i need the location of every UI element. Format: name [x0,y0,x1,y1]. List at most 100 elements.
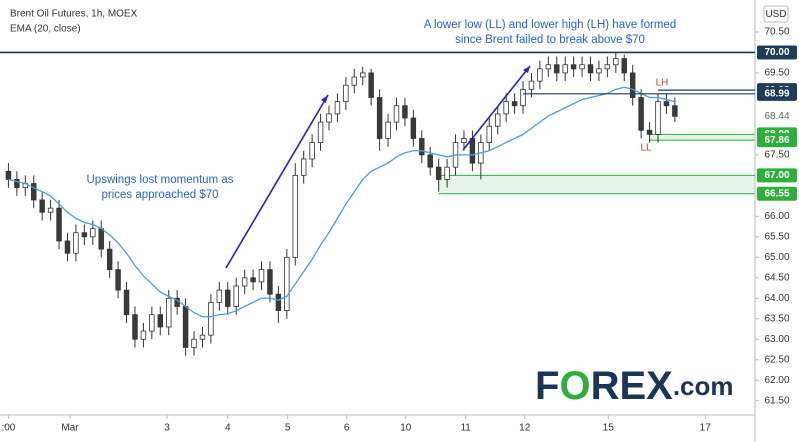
y-tick-label: 63.50 [764,313,789,324]
candle-body [233,285,239,307]
annotation: A lower low (LL) and lower high (LH) hav… [424,19,676,31]
zones [438,133,755,195]
candle-body [284,256,290,311]
arrow-head [523,66,530,73]
candle-body [317,121,324,143]
candle-body [579,64,585,70]
candle-body [90,228,96,238]
candle-body [300,158,307,176]
candle-body [14,179,20,189]
annotation: Upswings lost momentum as [87,174,234,186]
candle-body [98,228,104,250]
candle-body [545,64,552,70]
candle-body [494,113,501,127]
x-tick-label: 12 [519,423,531,434]
candle-body [326,113,332,123]
level-box [757,133,797,148]
candle-body [191,338,197,348]
candle-body [199,334,206,340]
candle-body [292,174,298,258]
x-tick-label: 6 [344,423,350,434]
ll-label: LL [640,143,652,154]
level-box [757,168,797,183]
level-box [757,186,797,201]
candle-body [132,314,138,340]
candle-body [638,97,644,131]
candle-body [351,76,358,86]
candle-body [225,289,231,307]
candle-body [157,314,163,328]
x-tick-label: 11 [460,423,471,434]
candle-body [47,207,54,213]
candle-body [562,64,568,74]
y-tick-label: 63.00 [764,334,789,345]
candle-body [435,166,442,180]
candle-body [587,64,594,74]
candle-body [385,121,391,139]
candle-body [106,248,113,270]
candle-body [596,68,602,74]
candle-body [419,138,425,156]
x-tick-label: 10 [400,423,412,434]
candle-body [334,101,341,115]
arrow-head [321,95,328,103]
candle-body [604,64,611,70]
candle-body [31,183,37,201]
chart-subtitle: EMA (20, close) [10,24,81,35]
candle-body [115,269,121,291]
y-tick-label: 62.50 [764,354,789,365]
zone [649,134,755,141]
zone-label: 67.00 [764,170,789,181]
candle-body [528,80,535,90]
candle-body [520,88,526,107]
candle-body [267,269,273,295]
logo: FOREX.com [535,364,734,408]
chart-title: Brent Oil Futures, 1h, MOEX [10,9,138,20]
level-box [757,45,797,60]
candle-body [165,297,172,328]
y-tick-label: 69.50 [764,68,789,79]
candle-body [216,289,223,303]
y-tick-label: 64.50 [764,272,789,283]
trend-arrow [225,94,329,269]
candle-body [663,101,670,107]
y-tick-label: 65.00 [764,252,789,263]
candle-body [621,58,627,74]
candle-body [486,125,492,143]
candle-body [469,138,476,164]
x-tick-label: 15 [603,423,615,434]
candle-body [208,301,214,336]
plot [5,52,678,356]
candle-body [140,330,147,340]
x-tick-label: 5 [285,423,291,434]
x-tick-label: 17 [700,423,712,434]
lh-label: LH [656,78,669,89]
y-tick-label: 70.50 [764,27,789,38]
currency-box [763,5,789,23]
x-tick-label: Mar [61,423,79,434]
candle-body [39,199,45,213]
y-tick-label: 61.50 [764,395,789,406]
y-tick-label: 62.00 [764,375,789,386]
candle-body [672,105,678,117]
annotation: since Brent failed to break above $70 [455,34,645,46]
trend-arrow [462,65,531,151]
candle-body [56,207,62,242]
candle-body [393,105,400,123]
candle-body [511,101,518,107]
zone-label: 66.55 [764,188,789,199]
candle-body [444,166,450,180]
y-tick-label: 65.50 [764,231,789,242]
y-tick-label: 66.00 [764,211,789,222]
zone-label: 67.86 [764,135,789,146]
candle-body [5,170,12,180]
y-tick-label: 67.50 [764,150,789,161]
candle-body [258,269,265,283]
currency: USD [765,9,786,20]
candle-body [73,232,79,254]
candle-body [81,232,88,238]
candle-body [646,129,653,135]
ema-line [8,86,676,318]
candle-body [503,101,509,115]
candle-body [537,68,543,82]
